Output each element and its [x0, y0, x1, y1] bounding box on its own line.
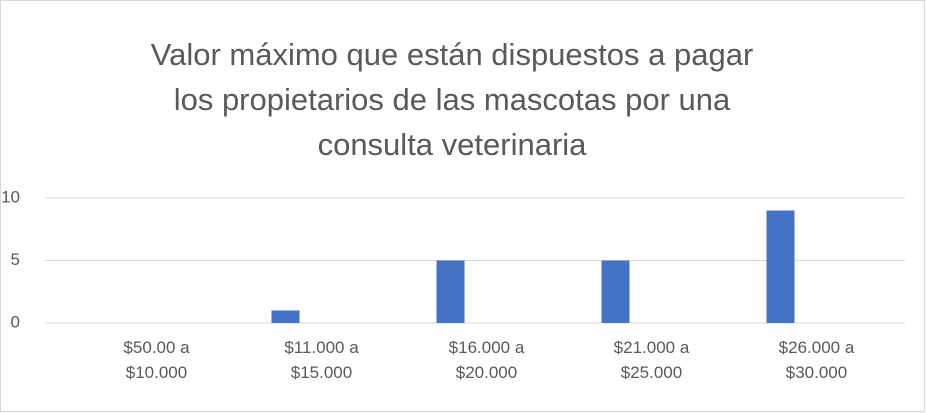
x-tick-label: $11.000 a $15.000 — [284, 338, 359, 382]
x-tick-label: $16.000 a $20.000 — [448, 338, 525, 382]
x-tick-box: $26.000 a $30.000 — [778, 338, 855, 382]
x-tick-box: $21.000 a $25.000 — [613, 338, 690, 382]
x-tick-box: $16.000 a $20.000 — [448, 338, 525, 382]
y-tick-label: 5 — [11, 250, 20, 269]
bar — [271, 310, 300, 323]
x-tick-label: $21.000 a $25.000 — [613, 338, 690, 382]
y-tick-label: 10 — [1, 187, 20, 206]
chart-title: Valor máximo que están dispuestos a paga… — [150, 37, 754, 162]
bar — [766, 210, 795, 323]
x-tick-box: $11.000 a $15.000 — [284, 338, 359, 382]
bar — [601, 260, 630, 323]
x-tick-label: $50.00 a $10.000 — [123, 338, 190, 382]
title-box: Valor máximo que están dispuestos a paga… — [150, 37, 754, 162]
y-tick-label: 0 — [11, 312, 20, 331]
x-tick-label: $26.000 a $30.000 — [778, 338, 855, 382]
x-tick-box: $50.00 a $10.000 — [123, 338, 190, 382]
bar — [436, 260, 465, 323]
